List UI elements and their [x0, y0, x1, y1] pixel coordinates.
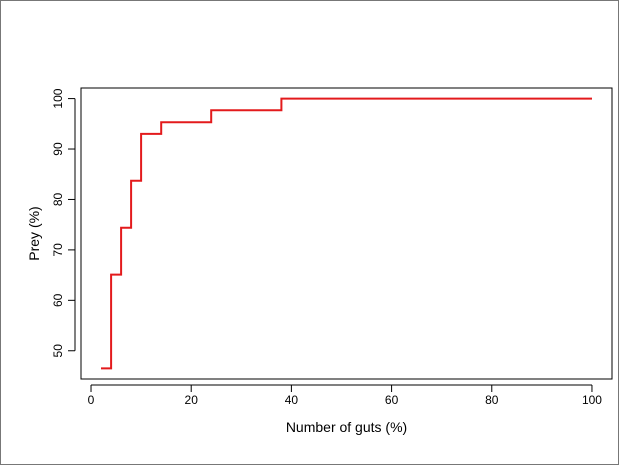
y-tick-label: 100	[51, 88, 65, 108]
series-layer	[101, 97, 592, 370]
y-tick-label: 80	[51, 192, 65, 206]
plot-area-border	[80, 87, 613, 380]
x-tick-label: 60	[385, 393, 399, 407]
x-tick-label: 100	[582, 393, 602, 407]
y-tick-label: 50	[51, 344, 65, 358]
y-tick-label: 60	[51, 293, 65, 307]
y-axis: 50 60 70 80 90 100	[51, 88, 76, 358]
y-axis-label: Prey (%)	[26, 206, 42, 260]
y-tick-label: 90	[51, 142, 65, 156]
x-axis-label: Number of guts (%)	[286, 419, 407, 435]
x-tick-label: 20	[185, 393, 199, 407]
x-tick-label: 0	[88, 393, 95, 407]
series-line-0	[101, 97, 592, 370]
x-tick-label: 80	[485, 393, 499, 407]
x-tick-label: 40	[285, 393, 299, 407]
y-tick-label: 70	[51, 243, 65, 257]
x-axis: 0 20 40 60 80 100	[88, 384, 602, 407]
